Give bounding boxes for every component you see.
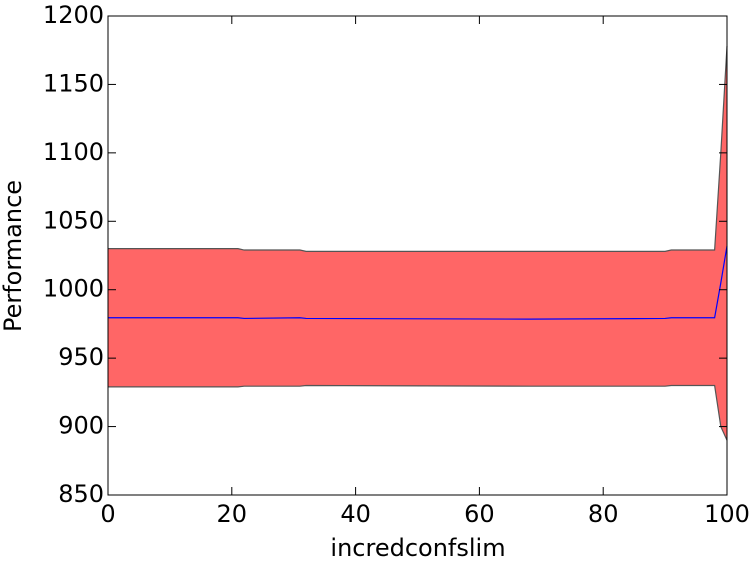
x-tick-label: 0	[100, 500, 115, 528]
x-tick-label: 20	[217, 500, 248, 528]
plot-frame	[107, 15, 728, 496]
x-tick-label: 100	[704, 500, 750, 528]
y-tick-label: 1050	[43, 206, 104, 234]
mean-line	[108, 245, 728, 320]
x-axis-label: incredconfslim	[330, 534, 505, 562]
y-tick-label: 1200	[43, 1, 104, 29]
y-tick-label: 1150	[43, 69, 104, 97]
x-tick-label: 60	[464, 500, 495, 528]
y-tick-label: 850	[58, 480, 104, 508]
band-lower	[108, 384, 728, 441]
y-tick-label: 950	[58, 343, 104, 371]
y-tick-label: 1100	[43, 138, 104, 166]
band-fill	[108, 46, 727, 441]
y-tick-label: 900	[58, 412, 104, 440]
x-tick-label: 80	[588, 500, 619, 528]
x-tick-label: 40	[340, 500, 371, 528]
y-axis-label: Performance	[0, 180, 27, 332]
band-upper	[108, 46, 728, 252]
y-tick-label: 1000	[43, 275, 104, 303]
